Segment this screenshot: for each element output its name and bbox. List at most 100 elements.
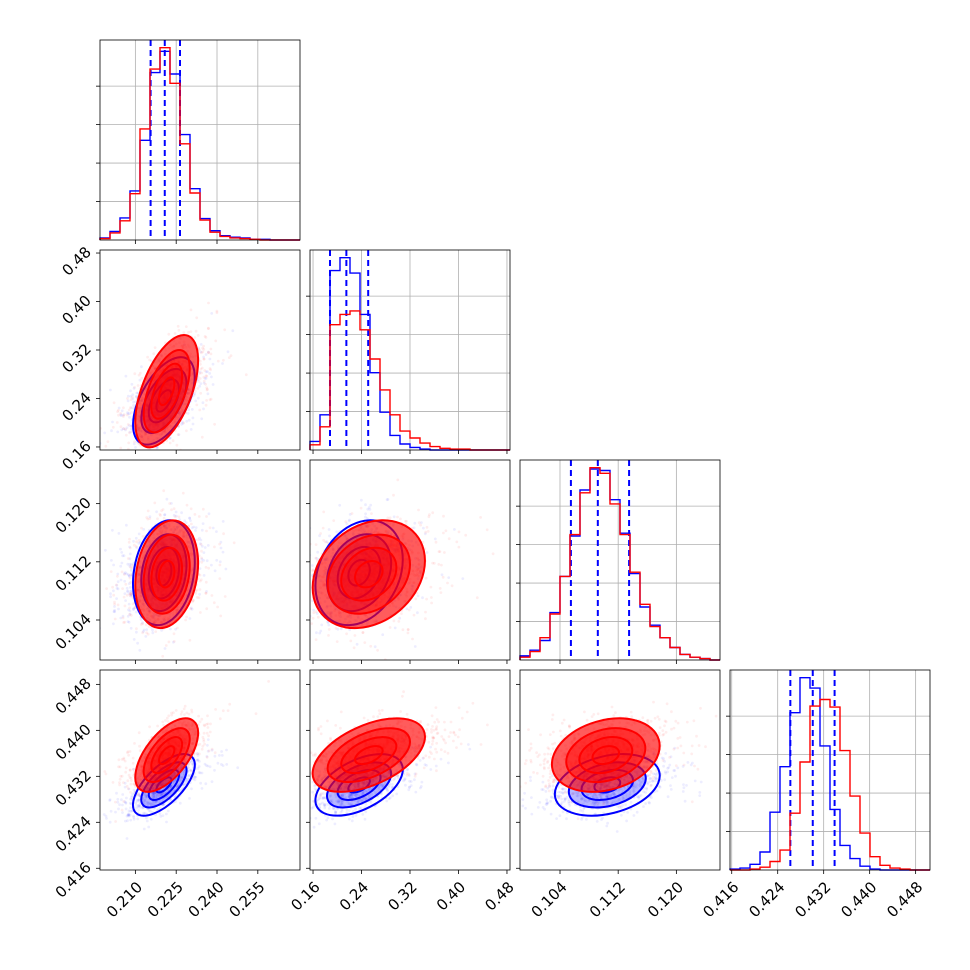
scatter-point	[130, 382, 134, 386]
scatter-point	[119, 446, 123, 450]
scatter-point	[135, 630, 138, 634]
scatter-point	[132, 442, 136, 446]
scatter-point	[345, 522, 349, 525]
scatter-point	[369, 644, 373, 648]
scatter-point	[232, 541, 236, 545]
scatter-point	[129, 590, 132, 593]
scatter-point	[279, 573, 282, 576]
scatter-point	[132, 387, 136, 390]
scatter-point	[203, 376, 207, 380]
scatter-point	[196, 538, 200, 541]
scatter-point	[185, 429, 188, 433]
scatter-point	[211, 526, 215, 530]
scatter-point	[193, 392, 197, 395]
scatter-point	[226, 350, 230, 354]
scatter-point	[116, 430, 120, 434]
scatter-point	[119, 578, 123, 582]
scatter-point	[413, 645, 417, 648]
scatter-point	[367, 506, 371, 509]
scatter-point	[126, 399, 130, 403]
scatter-point	[125, 413, 129, 417]
scatter-point	[327, 528, 331, 531]
scatter-point	[185, 419, 189, 423]
scatter-point	[115, 583, 118, 587]
scatter-point	[167, 640, 171, 644]
scatter-point	[137, 532, 141, 536]
scatter-point	[120, 464, 123, 467]
scatter-point	[190, 526, 194, 530]
scatter-point	[147, 456, 150, 459]
scatter-point	[306, 549, 309, 552]
scatter-point	[204, 353, 208, 356]
scatter-point	[140, 376, 144, 380]
scatter-point	[200, 435, 204, 439]
scatter-point	[174, 627, 178, 631]
scatter-point	[117, 607, 120, 611]
scatter-point	[209, 397, 213, 401]
scatter-point	[194, 591, 198, 595]
scatter-point	[151, 631, 155, 635]
scatter-point	[161, 654, 165, 658]
scatter-point	[405, 607, 409, 611]
scatter-point	[144, 635, 148, 638]
scatter-point	[129, 592, 132, 595]
scatter-point	[131, 602, 135, 606]
scatter-point	[216, 605, 220, 609]
scatter-point	[195, 588, 199, 592]
scatter-point	[135, 546, 139, 549]
scatter-point	[104, 548, 107, 552]
scatter-point	[199, 350, 203, 354]
scatter-point	[121, 413, 125, 417]
scatter-point	[164, 644, 168, 647]
scatter-point	[134, 610, 138, 614]
scatter-point	[127, 408, 131, 412]
scatter-point	[111, 420, 114, 424]
scatter-point	[105, 587, 108, 590]
scatter-point	[208, 526, 212, 530]
scatter-point	[311, 616, 315, 620]
scatter-point	[424, 576, 428, 580]
scatter-point	[189, 607, 193, 611]
scatter-point	[126, 620, 130, 623]
scatter-point	[127, 540, 131, 544]
density-fill	[135, 520, 199, 629]
scatter-point	[177, 433, 181, 436]
scatter-point	[183, 519, 187, 523]
scatter-point	[325, 540, 329, 544]
scatter-point	[182, 421, 186, 425]
scatter-point	[140, 450, 143, 453]
scatter-point	[200, 549, 203, 553]
scatter-point	[123, 620, 127, 624]
scatter-point	[207, 350, 210, 354]
scatter-point	[121, 587, 124, 590]
scatter-point	[147, 625, 151, 628]
scatter-point	[146, 632, 150, 636]
scatter-point	[161, 508, 165, 511]
scatter-point	[416, 594, 420, 598]
scatter-point	[168, 436, 171, 440]
scatter-point	[191, 600, 194, 604]
scatter-point	[142, 456, 145, 459]
scatter-point	[202, 357, 206, 361]
scatter-point	[130, 563, 133, 566]
scatter-point	[172, 507, 176, 511]
scatter-point	[205, 515, 208, 518]
scatter-point	[123, 592, 127, 595]
scatter-point	[146, 355, 150, 359]
scatter-point	[168, 441, 172, 445]
scatter-point	[305, 569, 308, 572]
scatter-point	[208, 372, 212, 375]
scatter-point	[204, 592, 208, 595]
scatter-point	[157, 453, 160, 456]
scatter-point	[136, 391, 140, 395]
scatter-point	[125, 586, 129, 590]
scatter-point	[310, 542, 312, 546]
scatter-point	[116, 574, 119, 578]
scatter-point	[133, 372, 137, 376]
scatter-point	[216, 359, 220, 363]
scatter-point	[491, 552, 495, 556]
scatter-point	[144, 453, 147, 456]
scatter-point	[202, 355, 206, 359]
scatter-point	[231, 329, 235, 333]
scatter-point	[200, 417, 204, 421]
